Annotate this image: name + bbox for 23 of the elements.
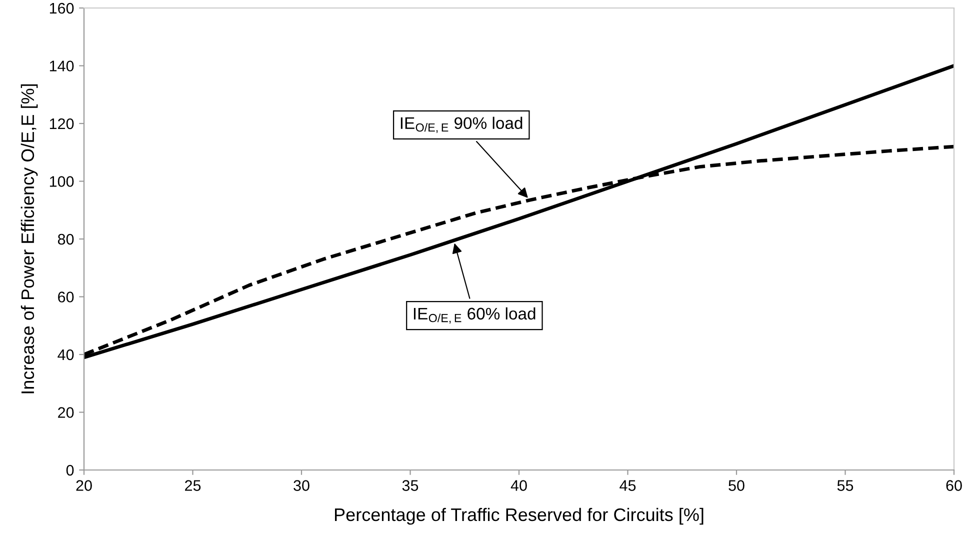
annotation: IE$_{O/E,E}$ 60% load — [414, 307, 536, 324]
y-tick-label: 20 — [58, 407, 74, 418]
annotation: IE$_{O/E,E}$ 90% load — [400, 116, 522, 133]
x-axis-title: Percentage of Traffic Reserved for Circuits [%] — [335, 508, 704, 525]
y-tick-label: 160 — [50, 2, 74, 14]
x-tick-label: 30 — [294, 480, 310, 491]
x-tick-label: 20 — [76, 480, 92, 491]
x-tick-label: 25 — [185, 480, 201, 491]
y-tick-label: 60 — [58, 292, 74, 302]
x-tick-label: 50 — [728, 480, 744, 491]
x-tick-label: 60 — [946, 480, 962, 491]
y-axis-title: Increase of Power Efficiency O/E,E [%] — [20, 84, 38, 394]
y-tick-label: 100 — [50, 176, 74, 187]
x-tick-label: 35 — [402, 480, 418, 491]
x-tick-label: 55 — [837, 480, 854, 491]
x-tick-label: 40 — [510, 480, 527, 491]
line-series — [84, 64, 954, 360]
y-tick-label: 0 — [66, 464, 74, 476]
y-tick-label: 80 — [58, 234, 74, 245]
x-tick-label: 45 — [620, 480, 636, 491]
y-tick-label: 120 — [50, 118, 74, 130]
y-tick-label: 140 — [50, 60, 74, 72]
y-tick-label: 40 — [58, 349, 74, 360]
